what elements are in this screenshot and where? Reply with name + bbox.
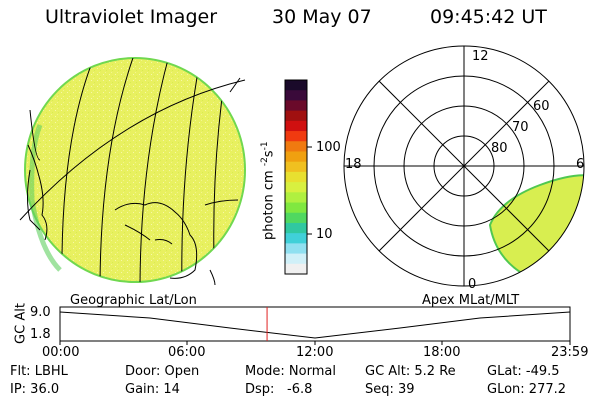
timeline-ytick-9: 9.0 (30, 305, 51, 320)
timeline-frame (59, 306, 571, 342)
info-dsp-value: -6.8 (287, 382, 313, 397)
altitude-curve (59, 311, 571, 339)
info-glon: GLon: 277.2 (487, 382, 567, 397)
time-label: 09:45:42 UT (430, 6, 547, 28)
info-seq: Seq: 39 (365, 382, 415, 397)
timeline-xtick-0000: 00:00 (42, 345, 80, 360)
timeline-ytick-1-8: 1.8 (30, 327, 51, 342)
info-mode: Mode: Normal (245, 364, 336, 379)
mlt-label-right: 6 (576, 157, 584, 172)
timeline-xtick-2359: 23:59 (551, 345, 589, 360)
instrument-title: Ultraviolet Imager (45, 6, 218, 28)
colorbar-swatch (285, 120, 307, 132)
lat-label-60: 60 (533, 99, 550, 114)
info-gc-alt: GC Alt: 5.2 Re (365, 364, 456, 379)
colorbar-swatch (285, 110, 307, 122)
colorbar-swatch (285, 192, 307, 204)
date-label: 30 May 07 (272, 6, 372, 28)
coastlines (27, 144, 239, 279)
colorbar-swatch (285, 243, 307, 255)
limb-glow (29, 124, 62, 272)
colorbar-unit: photon cm -2s-1 (260, 141, 277, 240)
timeline-xtick-1200: 12:00 (296, 345, 334, 360)
colorbar-frame (284, 79, 308, 275)
colorbar-swatch (285, 80, 307, 91)
auroral-image-disc (24, 57, 246, 283)
colorbar-swatch (285, 253, 307, 265)
info-gain: Gain: 14 (125, 382, 180, 397)
parallel-lines (19, 77, 246, 286)
colorbar-swatch (285, 263, 307, 275)
info-ip: IP: 36.0 (10, 382, 60, 397)
colorbar-label-10: 10 (316, 227, 333, 242)
colorbar-swatch (285, 161, 307, 173)
altitude-timeline (59, 306, 571, 345)
colorbar-swatch (285, 233, 307, 244)
polar-plot: 12 18 6 0 60 70 80 (343, 45, 585, 292)
colorbar-swatch (285, 151, 307, 163)
colorbar-swatch (285, 90, 307, 102)
timeline-xtick-0600: 06:00 (168, 345, 206, 360)
map-panel-label: Geographic Lat/Lon (70, 293, 197, 308)
lat-label-80: 80 (491, 141, 508, 156)
colorbar-swatch (285, 182, 307, 193)
colorbar-swatch (285, 100, 307, 112)
colorbar-label-100: 100 (316, 140, 341, 155)
colorbar-swatches (285, 80, 307, 275)
mlt-label-bottom: 0 (468, 277, 476, 292)
colorbar (284, 79, 312, 275)
lat-label-70: 70 (512, 120, 529, 135)
colorbar-swatch (285, 131, 307, 142)
colorbar-swatch (285, 212, 307, 224)
info-glat: GLat: -49.5 (487, 364, 560, 379)
polar-panel-label: Apex MLat/MLT (422, 293, 520, 308)
polar-aurora (488, 174, 584, 286)
geographic-map (19, 57, 246, 286)
timeline-ylabel: GC Alt (13, 303, 29, 344)
info-filter: Flt: LBHL (10, 364, 68, 379)
colorbar-swatch (285, 171, 307, 183)
mlt-label-top: 12 (472, 49, 489, 64)
info-door: Door: Open (125, 364, 200, 379)
mlt-label-left: 18 (345, 157, 362, 172)
colorbar-swatch (285, 202, 307, 214)
colorbar-swatch (285, 141, 307, 153)
polar-axis-diag2 (378, 80, 550, 252)
info-dsp-label: Dsp: (245, 382, 275, 397)
timeline-xtick-1800: 18:00 (423, 345, 461, 360)
colorbar-swatch (285, 222, 307, 234)
